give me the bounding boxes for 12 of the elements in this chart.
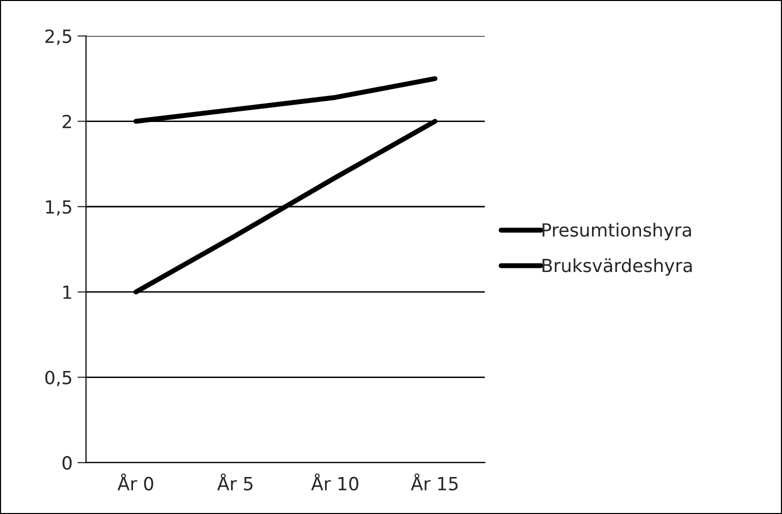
y-tick-label: 1,5 — [46, 200, 72, 216]
y-tick-label: 0 — [62, 456, 72, 470]
x-tick-label: År 10 — [311, 473, 358, 490]
x-tick-label: År 0 — [118, 473, 154, 490]
y-tick-label: 1 — [63, 286, 72, 299]
x-tick-label: År 15 — [410, 473, 458, 490]
y-tick-label: 2 — [62, 114, 72, 128]
y-tick-label: 0,5 — [45, 370, 72, 386]
y-tick-label: 2,5 — [45, 29, 72, 45]
legend-label: Bruksvärdeshyra — [542, 258, 692, 276]
x-tick-label: År 5 — [217, 473, 252, 490]
legend-label: Presumtionshyra — [542, 222, 691, 240]
